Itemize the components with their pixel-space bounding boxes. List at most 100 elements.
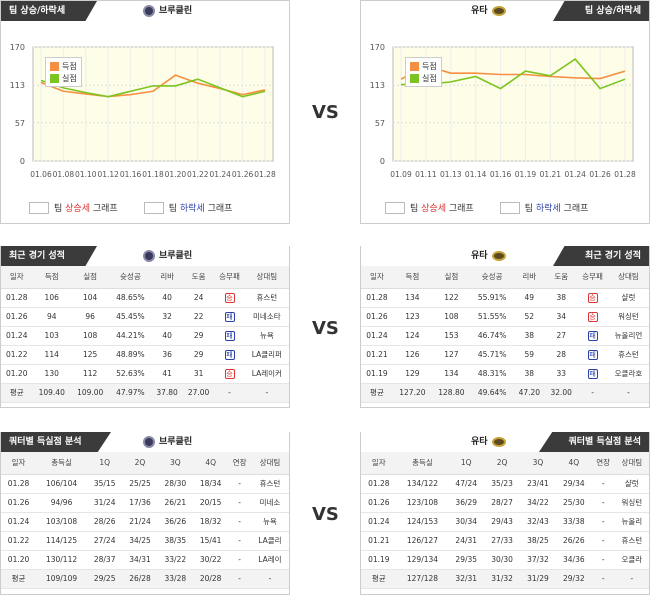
legend-allowed: 실점 (422, 73, 437, 83)
y-tick-label: 113 (10, 81, 25, 90)
table-row: 01.24 124/153 30/34 29/43 32/43 33/38- 뉴올리 (361, 512, 649, 532)
table-cell: 뉴욕 (244, 326, 289, 346)
column-header: 2Q (484, 452, 521, 475)
table-cell: 34/31 (122, 550, 158, 570)
table-cell: 34 (545, 307, 578, 327)
table-cell: 01.24 (1, 326, 33, 346)
table-cell: 44.21% (109, 326, 152, 346)
table-row: 01.24 103/108 28/26 21/24 36/26 18/32- 뉴욕 (1, 512, 289, 532)
left-recent-panel: 최근 경기 성적 브루클린 일자 득점 실점 슛성공 리바 도움 승무패 상대팀 01.28 1… (0, 246, 290, 408)
table-cell: 15/41 (193, 531, 229, 551)
x-tick-label: 01.16 (120, 170, 142, 179)
vs-label-quarter: VS (312, 504, 339, 525)
win-badge: 승 (587, 292, 598, 303)
quarter-table-left: 일자 총득실 1Q 2Q 3Q 4Q 연장 상대팀 01.28 106/104 35/15 25/2… (1, 452, 289, 589)
x-tick-label: 01.26 (232, 170, 254, 179)
table-cell: 128.80 (431, 383, 471, 403)
y-tick-label: 170 (370, 43, 385, 52)
average-row: 평균 109.40 109.00 47.97% 37.80 27.00- - (1, 383, 289, 403)
column-header: 총득실 (396, 452, 449, 475)
loss-badge: 패 (587, 368, 598, 379)
down-graph-link[interactable]: 팀 하락세 그래프 (499, 201, 588, 214)
right-trend-panel: 유타 팀 상승/하락세 0 57 113 170 01.09 01.11 01.13 01.1… (360, 0, 650, 224)
y-tick-label: 0 (20, 157, 25, 166)
vs-label-recent: VS (312, 318, 339, 339)
table-cell: 휴스턴 (607, 345, 649, 365)
quarter-header-left: 쿼터별 득실점 분석 (1, 432, 111, 452)
column-header: 득점 (32, 266, 71, 289)
table-cell: - (228, 474, 251, 494)
column-header: 슛성공 (109, 266, 152, 289)
x-tick-label: 01.22 (187, 170, 209, 179)
table-cell: 승 (577, 288, 608, 308)
column-header: 상대팀 (614, 452, 649, 475)
y-tick-label: 170 (10, 43, 25, 52)
trend-footer-left: 팀 상승세 그래프 팀 하락세 그래프 (29, 201, 232, 214)
table-row: 01.28 106 104 48.65% 40 24 승 휴스턴 (1, 288, 289, 308)
table-row: 01.28 106/104 35/15 25/25 28/30 18/34- 휴스턴 (1, 474, 289, 494)
table-cell: 29/34 (555, 474, 592, 494)
table-cell: 33/38 (555, 512, 592, 532)
table-cell: 32/31 (448, 569, 485, 589)
table-cell: 124/153 (396, 512, 449, 532)
table-cell: 130/112 (36, 550, 88, 570)
column-header: 4Q (193, 452, 229, 475)
table-row: 01.28 134 122 55.91% 49 38 승 샬럿 (361, 288, 649, 308)
table-cell: 109.40 (32, 383, 71, 403)
legend-scored: 득점 (62, 61, 77, 71)
table-cell: 127/128 (396, 569, 449, 589)
table-cell: 01.19 (361, 364, 393, 384)
table-cell: 17/36 (122, 493, 158, 513)
table-cell: 오클라 (614, 550, 649, 570)
table-cell: 패 (577, 364, 608, 384)
utah-logo-icon (491, 6, 506, 16)
table-cell: 28/26 (87, 512, 123, 532)
table-cell: 21/24 (122, 512, 158, 532)
down-graph-link[interactable]: 팀 하락세 그래프 (143, 201, 232, 214)
table-cell: 뉴올리언 (607, 326, 649, 346)
table-cell: 32.00 (545, 383, 578, 403)
team-label: 유타 (471, 437, 488, 447)
recent-table-left: 일자 득점 실점 슛성공 리바 도움 승무패 상대팀 01.28 106 104 48.65% 40 2… (1, 266, 289, 403)
x-tick-label: 01.28 (254, 170, 276, 179)
table-cell: LA클리 (250, 531, 289, 551)
up-graph-link[interactable]: 팀 상승세 그래프 (29, 201, 118, 214)
table-cell: 29/35 (448, 550, 485, 570)
table-cell: 01.26 (1, 307, 33, 327)
table-cell: 26/26 (555, 531, 592, 551)
table-cell: 18/34 (193, 474, 229, 494)
table-cell: 뉴올리 (614, 512, 649, 532)
utah-logo-icon (491, 437, 506, 447)
average-row: 평균 127/128 32/31 31/32 31/29 29/32- - (361, 569, 649, 589)
table-cell: 126/127 (396, 531, 449, 551)
table-cell: 22 (182, 307, 215, 327)
table-cell: 47/24 (448, 474, 485, 494)
y-tick-label: 57 (15, 119, 25, 128)
x-tick-label: 01.26 (589, 170, 611, 179)
table-cell: 49.64% (470, 383, 514, 403)
table-cell: 37.80 (151, 383, 183, 403)
table-cell: 153 (431, 326, 471, 346)
table-cell: 96 (70, 307, 110, 327)
table-row: 01.19 129/134 29/35 30/30 37/32 34/36- 오클라 (361, 550, 649, 570)
x-tick-label: 01.14 (465, 170, 487, 179)
table-cell: 33/28 (157, 569, 193, 589)
table-cell: 승 (577, 307, 608, 327)
table-cell: 108 (431, 307, 471, 327)
team-name-right: 유타 (471, 1, 506, 21)
up-graph-link[interactable]: 팀 상승세 그래프 (385, 201, 474, 214)
table-cell: 24 (182, 288, 215, 308)
table-cell: 01.26 (361, 307, 393, 327)
table-cell: 01.24 (361, 512, 397, 532)
table-cell: 01.21 (361, 531, 397, 551)
table-row: 01.24 103 108 44.21% 40 29 패 뉴욕 (1, 326, 289, 346)
table-cell: 35/15 (87, 474, 123, 494)
table-cell: 23/41 (520, 474, 556, 494)
table-cell: 134 (392, 288, 432, 308)
brooklyn-logo-icon (143, 436, 155, 448)
table-cell: - (591, 531, 615, 551)
average-row: 평균 127.20 128.80 49.64% 47.20 32.00- - (361, 383, 649, 403)
table-cell: 26/28 (122, 569, 158, 589)
table-cell: 32/43 (520, 512, 556, 532)
